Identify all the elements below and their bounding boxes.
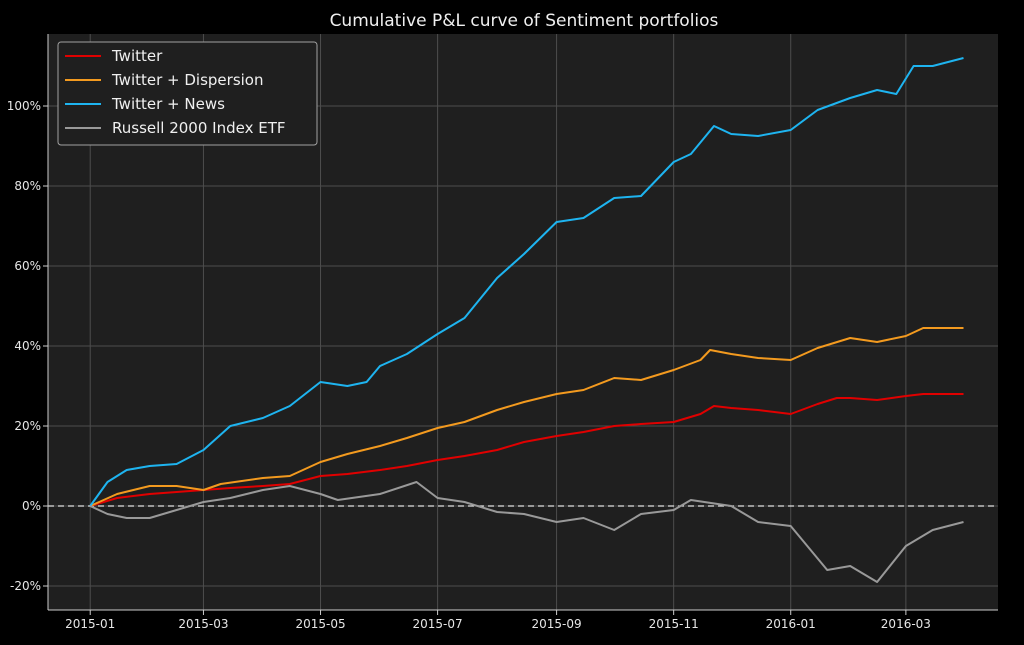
legend[interactable]: Twitter Twitter + Dispersion Twitter + New… (57, 41, 318, 146)
legend-label: Twitter + News (111, 95, 225, 113)
y-tick-label: 20% (14, 419, 41, 433)
legend-label: Twitter + Dispersion (111, 71, 264, 89)
x-tick-label: 2015-05 (295, 617, 345, 631)
y-tick-label: 80% (14, 179, 41, 193)
y-tick-label: 100% (7, 99, 41, 113)
legend-box (57, 41, 318, 146)
series-line-twitter-dispersion (89, 327, 964, 507)
y-tick-label: 40% (14, 339, 41, 353)
series-group (89, 57, 964, 583)
legend-item-twitter-dispersion[interactable]: Twitter + Dispersion (65, 71, 264, 89)
series-line-twitter (89, 393, 964, 507)
y-tick-label: 60% (14, 259, 41, 273)
grid (48, 34, 998, 610)
legend-item-russell-2000-index-etf[interactable]: Russell 2000 Index ETF (65, 119, 286, 137)
axes: 2015-01 2015-03 2015-05 2015-07 2015-09 2015-… (7, 34, 998, 631)
x-tick-label: 2015-11 (649, 617, 699, 631)
legend-item-twitter-news[interactable]: Twitter + News (65, 95, 225, 113)
chart-title: Cumulative P&L curve of Sentiment portfo… (330, 11, 719, 31)
y-tick-label: 0% (22, 499, 41, 513)
series-line-twitter-news (89, 57, 964, 507)
x-tick-label: 2015-09 (532, 617, 582, 631)
x-tick-label: 2015-07 (413, 617, 463, 631)
y-tick-label: -20% (10, 579, 41, 593)
legend-label: Russell 2000 Index ETF (112, 119, 286, 137)
x-tick-label: 2015-03 (178, 617, 228, 631)
legend-label: Twitter (111, 47, 163, 65)
series-line-russell-2000-index-etf (89, 481, 964, 583)
legend-item-twitter[interactable]: Twitter (65, 47, 163, 65)
x-tick-label: 2015-01 (65, 617, 115, 631)
x-tick-label: 2016-01 (766, 617, 816, 631)
x-tick-label: 2016-03 (881, 617, 931, 631)
